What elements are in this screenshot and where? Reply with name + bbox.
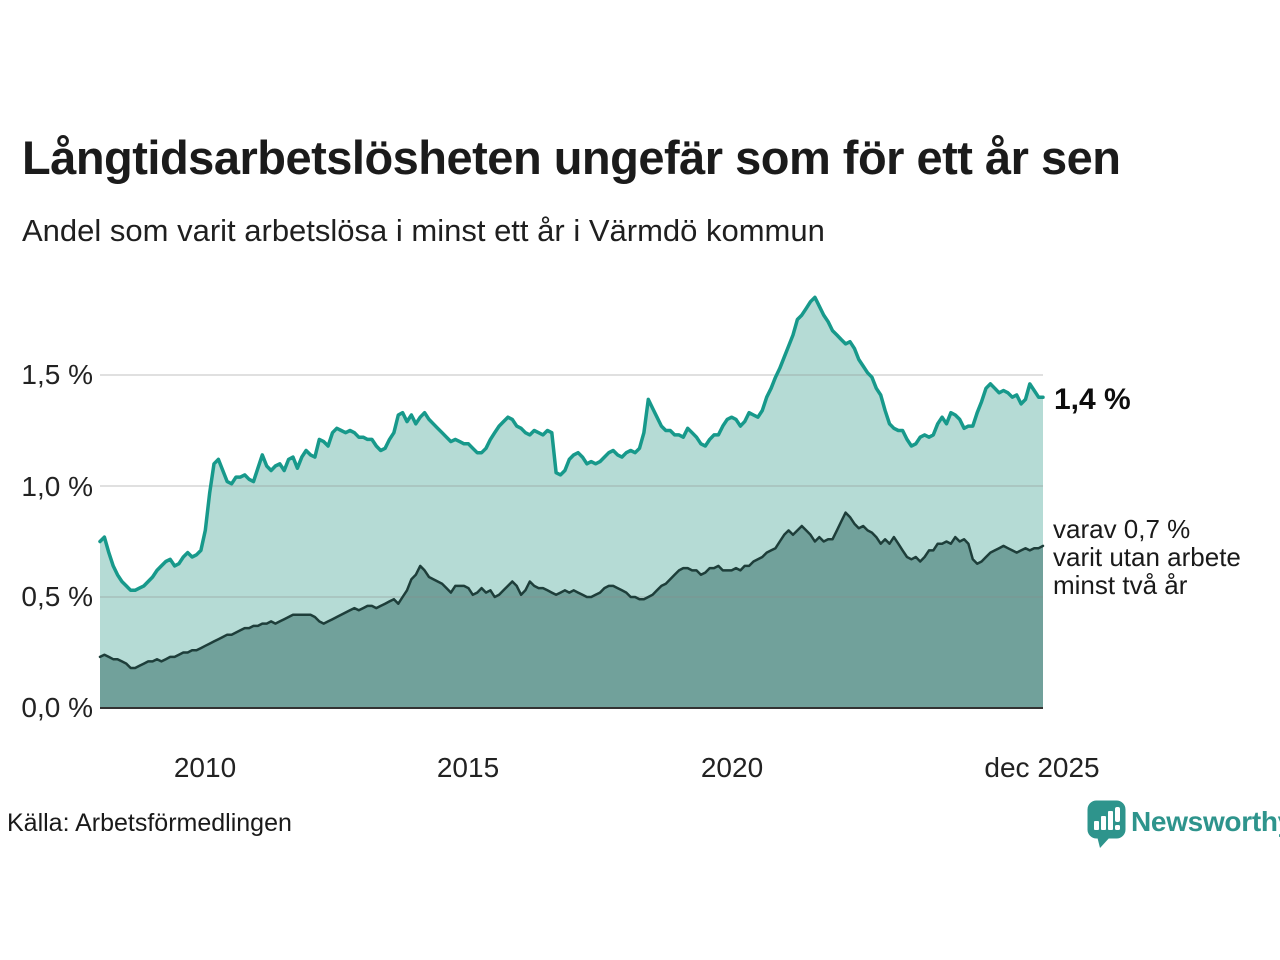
series-annotation: varav 0,7 % varit utan arbete minst två …	[1053, 515, 1241, 599]
annotation-line: varav 0,7 %	[1053, 514, 1191, 544]
source-credit: Källa: Arbetsförmedlingen	[7, 809, 292, 837]
y-axis-tick-label: 1,0 %	[21, 471, 93, 502]
x-axis-tick-label: 2015	[436, 752, 500, 783]
x-axis-tick-label: 2020	[700, 752, 764, 783]
newsworthy-logo[interactable]	[1086, 799, 1128, 851]
series-end-value-label: 1,4 %	[1054, 383, 1131, 416]
newsworthy-logo-text[interactable]: Newsworthy	[1131, 806, 1280, 837]
page-title: Långtidsarbetslösheten ungefär som för e…	[22, 131, 1121, 184]
area-unemployed-two-years	[100, 512, 1043, 708]
y-axis-tick-label: 0,5 %	[21, 581, 93, 612]
x-axis-tick-label: 2010	[173, 752, 237, 783]
y-axis-tick-label: 1,5 %	[21, 359, 93, 390]
newsworthy-logo-icon	[1087, 800, 1126, 848]
line-unemployed-two-years	[98, 511, 1045, 670]
y-axis-tick-label: 0,0 %	[21, 692, 93, 723]
line-unemployed-one-year	[98, 295, 1045, 593]
annotation-line: varit utan arbete	[1053, 542, 1241, 572]
annotation-line: minst två år	[1053, 570, 1188, 600]
x-axis-tick-label: dec 2025	[984, 752, 1100, 783]
page-subtitle: Andel som varit arbetslösa i minst ett å…	[22, 213, 825, 248]
